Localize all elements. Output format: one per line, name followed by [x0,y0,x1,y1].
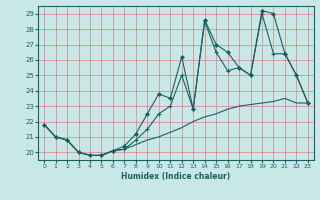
X-axis label: Humidex (Indice chaleur): Humidex (Indice chaleur) [121,172,231,181]
